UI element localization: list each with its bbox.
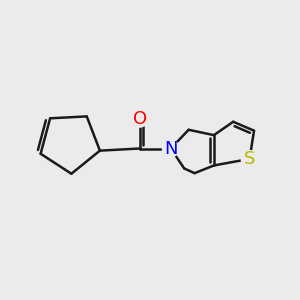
Circle shape [163,140,179,157]
Text: O: O [133,110,147,128]
Circle shape [131,110,148,127]
Circle shape [241,151,258,167]
Text: S: S [244,150,255,168]
Text: N: N [164,140,178,158]
